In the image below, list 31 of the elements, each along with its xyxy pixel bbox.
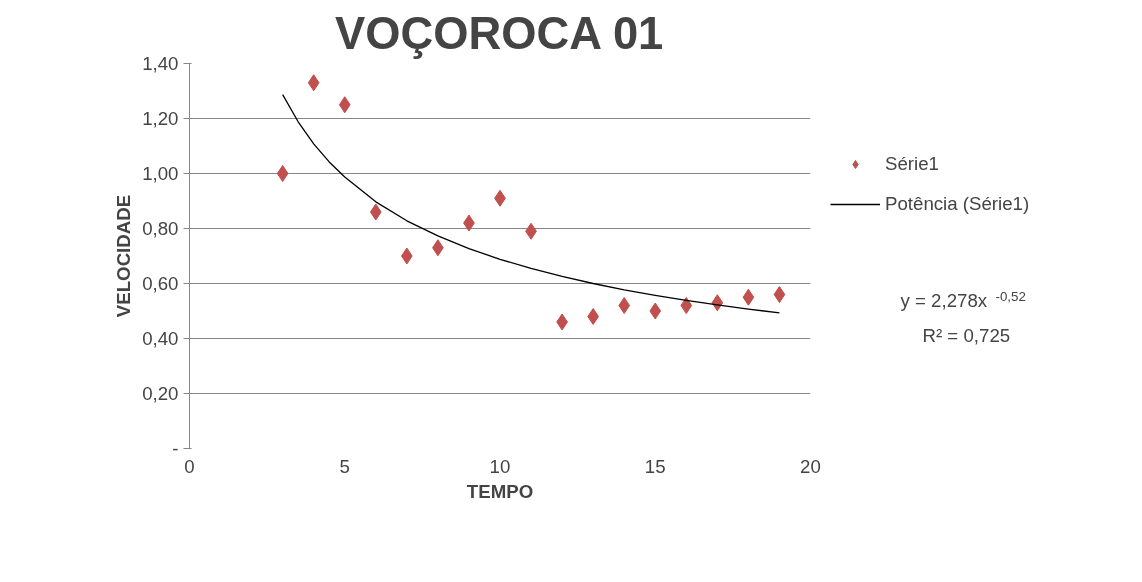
- point: [742, 288, 755, 306]
- x-tick-label: 20: [800, 455, 821, 477]
- legend-label: Série1: [885, 153, 939, 175]
- y-tick-label: -: [172, 438, 179, 459]
- legend-label: Potência (Série1): [885, 193, 1030, 215]
- point: [680, 297, 693, 314]
- y-tick-label: 0,20: [142, 383, 179, 404]
- text: R² = 0,725: [922, 324, 1011, 346]
- point: [338, 96, 351, 114]
- y-tick-label: 0,40: [142, 328, 179, 349]
- point: [649, 302, 662, 320]
- y-tick-label: 1,40: [142, 53, 179, 74]
- line-series: [282, 93, 781, 314]
- point: [369, 203, 382, 221]
- point: [618, 297, 631, 314]
- x-tick-label: 5: [339, 455, 350, 477]
- point: [307, 74, 320, 92]
- point: [587, 308, 599, 325]
- point: [276, 165, 289, 182]
- x-tick-label: 10: [489, 455, 511, 477]
- x-tick-label: 0: [184, 455, 195, 477]
- y-tick-label: 0,60: [142, 273, 179, 294]
- text: y = 2,278x-0,52: [900, 288, 1026, 311]
- chart-title: VOÇOROCA 01: [335, 7, 664, 59]
- y-tick-label: 0,80: [142, 218, 179, 239]
- y-tick-label: 1,20: [142, 108, 179, 129]
- x-axis-title: TEMPO: [466, 480, 534, 502]
- x-tick-label: 15: [644, 455, 666, 477]
- point: [773, 286, 786, 303]
- y-axis-title: VELOCIDADE: [113, 194, 135, 318]
- y-tick-label: 1,00: [142, 163, 179, 184]
